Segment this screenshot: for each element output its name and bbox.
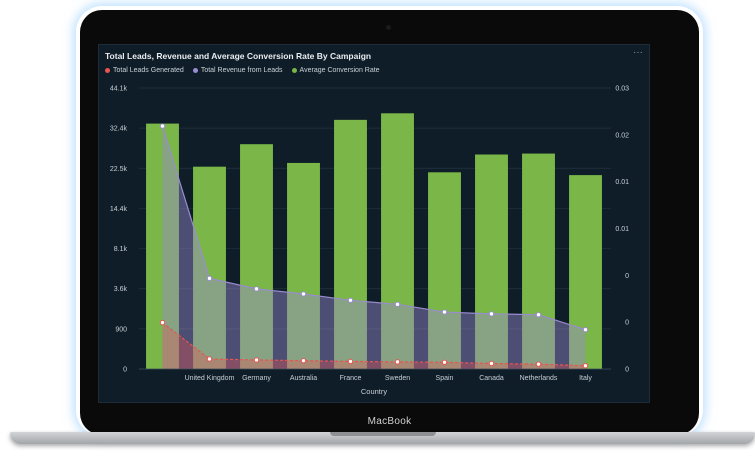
revenue-series-point[interactable]: [582, 326, 589, 333]
legend-item-conversion[interactable]: Average Conversion Rate: [291, 67, 380, 74]
bar-conversion-rate[interactable]: [193, 166, 226, 369]
leads-series-point[interactable]: [488, 360, 495, 367]
y-left-tick-label: 14.4k: [110, 206, 128, 213]
x-tick-label: France: [340, 375, 362, 382]
revenue-series-point[interactable]: [535, 312, 542, 318]
bar-conversion-rate[interactable]: [287, 162, 320, 369]
bar-conversion-rate[interactable]: [381, 113, 414, 369]
leads-series-point[interactable]: [300, 357, 307, 364]
x-tick-label: Australia: [290, 375, 317, 382]
y-right-tick-label: 0.01: [615, 179, 629, 186]
y-right-tick-label: 0: [625, 320, 629, 327]
x-tick-label: Spain: [436, 375, 454, 382]
revenue-series-point[interactable]: [441, 309, 448, 315]
revenue-series-point[interactable]: [347, 297, 354, 304]
bar-conversion-rate[interactable]: [475, 154, 508, 369]
laptop-notch: [330, 432, 436, 436]
x-tick-label: Netherlands: [520, 375, 558, 382]
bar-conversion-rate[interactable]: [146, 123, 179, 370]
laptop-base: [10, 432, 755, 444]
x-tick-label: United Kingdom: [185, 375, 235, 382]
legend-marker-conversion: [291, 68, 297, 73]
combo-chart: 0 900 3.6k 8.1k 14.4k 22.5k 32.4k 44.1k 0 0 0 0.01 0…: [110, 86, 629, 397]
legend-item-leads[interactable]: Total Leads Generated: [105, 67, 184, 74]
leads-series-point[interactable]: [441, 359, 448, 365]
device-brand-label: MacBook: [367, 416, 412, 427]
chart-title: Total Leads, Revenue and Average Convers…: [105, 51, 372, 61]
revenue-series-point[interactable]: [394, 301, 401, 308]
bar-conversion-rate[interactable]: [240, 144, 273, 369]
bar-conversion-rate[interactable]: [522, 153, 555, 369]
x-tick-label: Germany: [242, 375, 271, 382]
leads-series-point[interactable]: [535, 361, 542, 367]
y-right-tick-label: 0: [625, 273, 629, 280]
legend-label-revenue: Total Revenue from Leads: [200, 67, 283, 74]
x-tick-label: Canada: [479, 375, 504, 382]
chart-legend: Total Leads Generated Total Revenue from…: [105, 67, 380, 74]
legend-label-conversion: Average Conversion Rate: [299, 67, 380, 74]
leads-series-point[interactable]: [347, 358, 354, 365]
y-left-tick-label: 22.5k: [110, 166, 128, 173]
revenue-series-point[interactable]: [206, 275, 213, 282]
bar-conversion-rate[interactable]: [428, 172, 461, 369]
x-axis-title: Country: [361, 387, 388, 396]
leads-series-point[interactable]: [206, 356, 213, 362]
revenue-series-point[interactable]: [488, 311, 495, 317]
y-right-tick-label: 0: [625, 367, 629, 374]
leads-series-line: [162, 322, 586, 367]
revenue-series-point[interactable]: [253, 286, 260, 292]
y-left-tick-label: 900: [115, 326, 127, 333]
legend-item-revenue[interactable]: Total Revenue from Leads: [192, 67, 283, 74]
y-left-tick-label: 3.6k: [114, 286, 128, 293]
legend-marker-revenue: [192, 68, 198, 73]
leads-series-point[interactable]: [253, 357, 260, 363]
leads-series-point[interactable]: [394, 359, 401, 365]
x-tick-label: Sweden: [385, 375, 410, 382]
y-right-tick-label: 0.03: [615, 86, 629, 93]
x-tick-label: Italy: [579, 375, 592, 382]
y-right-tick-label: 0.02: [615, 132, 629, 139]
more-horizontal-icon[interactable]: ···: [633, 47, 643, 58]
revenue-series-point[interactable]: [159, 123, 166, 129]
revenue-series-point[interactable]: [300, 291, 307, 297]
y-left-tick-label: 32.4k: [110, 126, 128, 133]
y-left-tick-label: 8.1k: [114, 246, 128, 253]
leads-series-area: [162, 322, 586, 369]
y-left-tick-label: 0: [123, 367, 127, 374]
legend-label-leads: Total Leads Generated: [113, 67, 184, 74]
revenue-series-area: [162, 126, 586, 369]
bar-conversion-rate[interactable]: [569, 175, 602, 369]
y-left-tick-label: 44.1k: [110, 86, 128, 93]
bar-conversion-rate[interactable]: [334, 119, 367, 369]
dashboard-screen: Total Leads, Revenue and Average Convers…: [98, 44, 650, 403]
y-right-tick-label: 0.01: [615, 226, 629, 233]
legend-marker-leads: [105, 68, 110, 73]
leads-series-point[interactable]: [582, 362, 589, 369]
leads-series-point[interactable]: [159, 319, 166, 326]
camera-icon: [386, 25, 391, 30]
revenue-series-line: [161, 125, 586, 331]
